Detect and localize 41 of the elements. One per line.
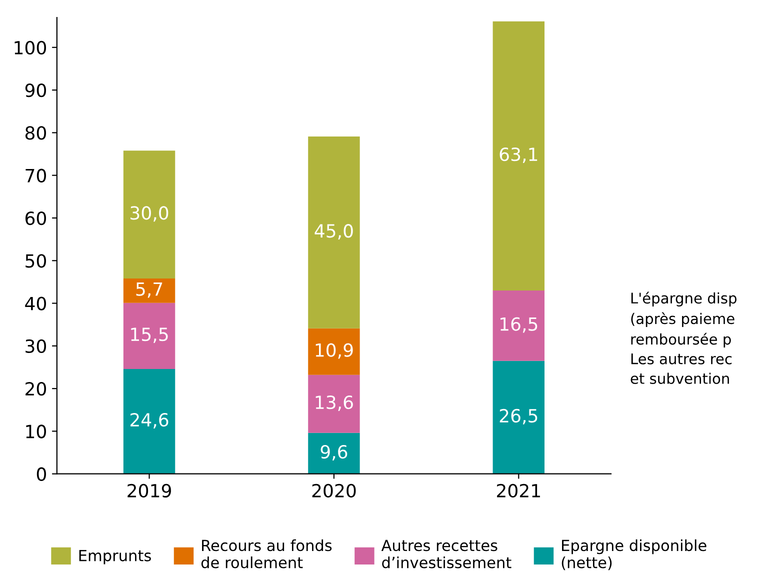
legend-label: Recours au fonds de roulement bbox=[201, 539, 332, 568]
bar bbox=[308, 432, 360, 474]
y-tick-label: 70 bbox=[26, 168, 46, 182]
bar bbox=[123, 150, 176, 279]
data-label: 13,6 bbox=[316, 395, 353, 411]
y-tick-label: 80 bbox=[25, 126, 46, 140]
bar bbox=[308, 328, 360, 375]
y-tick-label: 60 bbox=[25, 211, 46, 226]
y-tick-label: 100 bbox=[14, 40, 46, 55]
data-label: 24,6 bbox=[130, 412, 168, 428]
data-label: 15,5 bbox=[131, 328, 168, 343]
data-label: 10,9 bbox=[316, 343, 353, 359]
x-tick-label: 2021 bbox=[496, 484, 540, 498]
y-tick-label: 10 bbox=[26, 424, 46, 438]
bar bbox=[492, 360, 545, 474]
bar bbox=[492, 290, 545, 361]
data-label: 5,7 bbox=[136, 282, 162, 298]
y-tick-label: 20 bbox=[26, 382, 46, 396]
x-tick-label: 2019 bbox=[128, 484, 171, 498]
bar bbox=[492, 21, 545, 290]
data-label: 45,0 bbox=[314, 224, 353, 240]
y-tick-label: 40 bbox=[25, 296, 46, 310]
bar bbox=[308, 136, 360, 328]
bar bbox=[123, 368, 176, 474]
x-tick-label: 2020 bbox=[312, 484, 356, 498]
data-label: 26,5 bbox=[500, 408, 538, 424]
legend-label: Autres recettes d’investissement bbox=[381, 540, 512, 568]
bar bbox=[123, 302, 176, 369]
y-tick-label: 0 bbox=[36, 467, 46, 481]
y-tick-label: 50 bbox=[26, 254, 46, 268]
y-tick-label: 90 bbox=[25, 84, 46, 98]
legend-label: Epargne disponible (nette) bbox=[562, 539, 706, 570]
bar bbox=[123, 278, 176, 303]
y-tick-label: 30 bbox=[26, 339, 46, 354]
data-label: 63,1 bbox=[500, 148, 538, 164]
data-label: 30,0 bbox=[130, 206, 168, 222]
bar bbox=[308, 374, 360, 433]
text: L'épargne disp (après paieme remboursée p Les autres rec et subvention bbox=[630, 292, 736, 384]
data-label: 9,6 bbox=[320, 444, 348, 460]
legend-label: Emprunts bbox=[79, 550, 151, 564]
data-label: 16,5 bbox=[500, 317, 538, 333]
